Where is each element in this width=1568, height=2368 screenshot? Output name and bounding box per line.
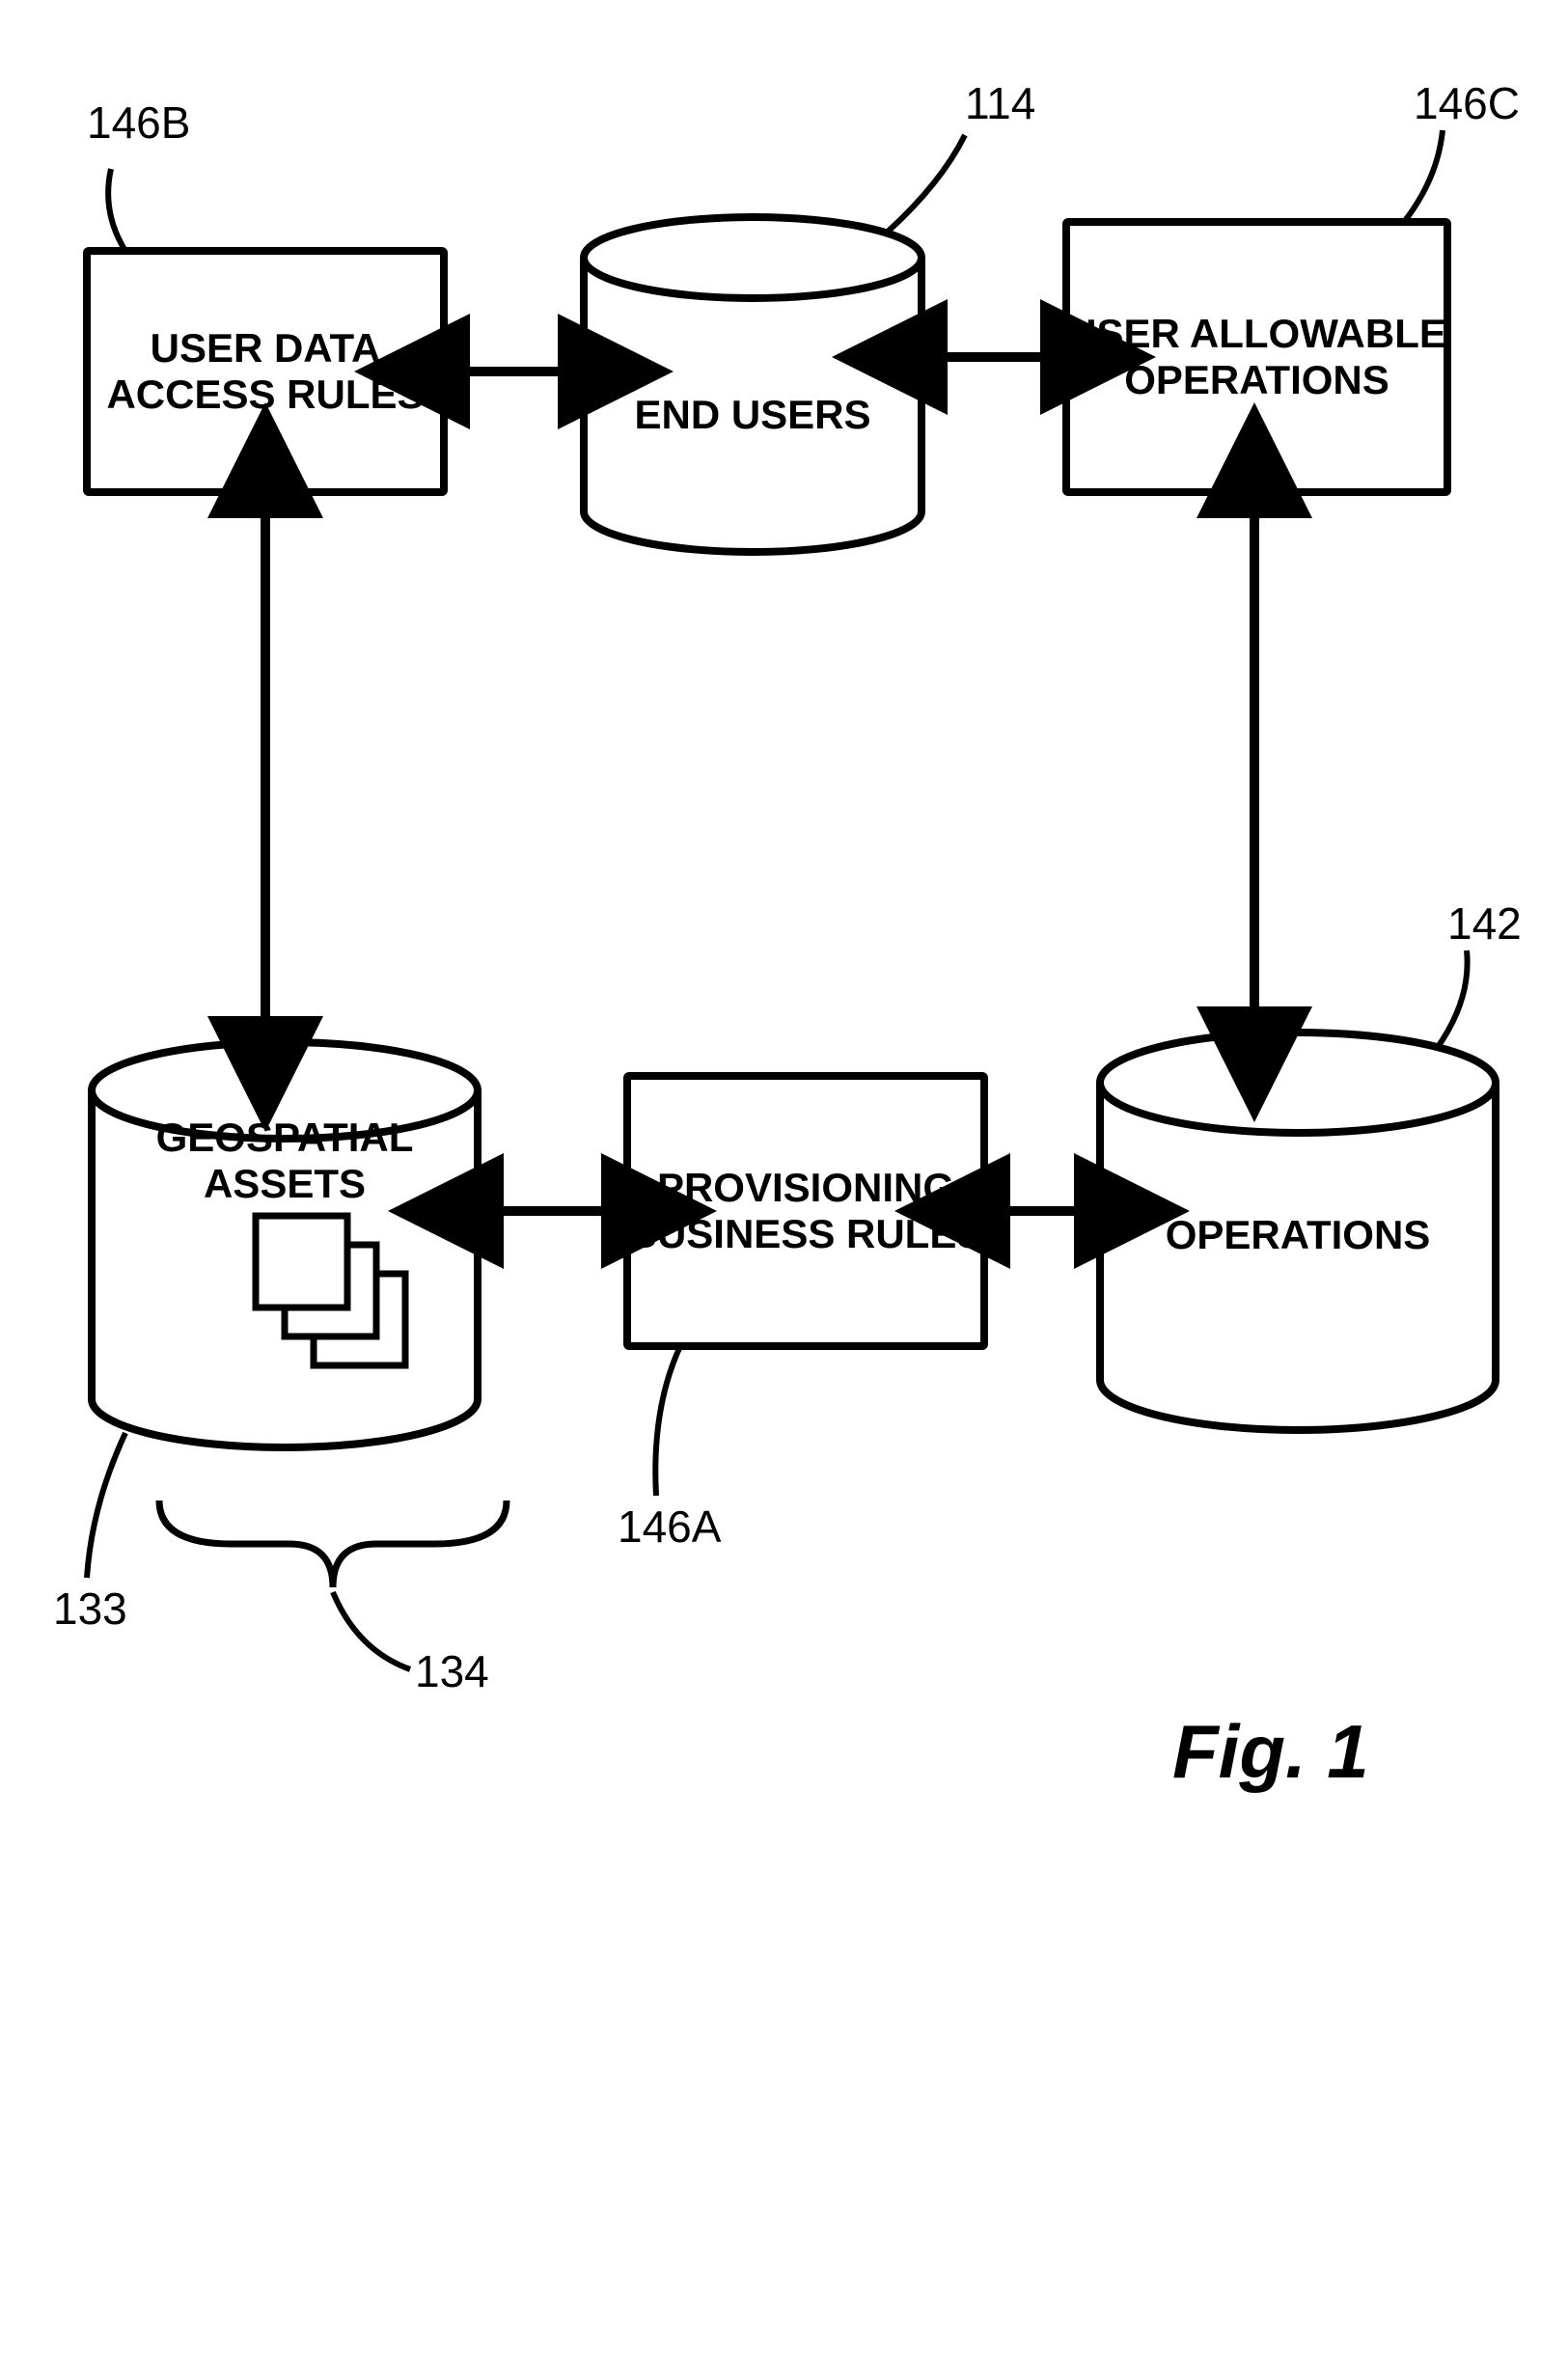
- ref-133: 133: [53, 1583, 127, 1635]
- label-user-data-access-rules: USER DATA ACCESS RULES: [87, 251, 444, 492]
- leader-134: [333, 1592, 410, 1669]
- ref-146a: 146A: [618, 1501, 721, 1553]
- figure-canvas: USER DATA ACCESS RULES END USERS USER AL…: [0, 0, 1568, 2368]
- label-operations: OPERATIONS: [1100, 1139, 1496, 1332]
- ref-146b: 146B: [87, 96, 190, 149]
- ref-142: 142: [1447, 897, 1522, 950]
- label-user-allowable-operations: USER ALLOWABLE OPERATIONS: [1066, 222, 1447, 492]
- label-end-users: END USERS: [584, 318, 922, 511]
- ref-134: 134: [415, 1645, 489, 1697]
- leader-146a: [655, 1346, 680, 1496]
- ref-146c: 146C: [1414, 77, 1520, 129]
- ref-114: 114: [965, 77, 1035, 129]
- leader-142: [1438, 950, 1468, 1047]
- leader-133: [87, 1433, 125, 1578]
- leader-114: [888, 135, 965, 232]
- brace-134: [159, 1501, 507, 1587]
- figure-caption: Fig. 1: [1172, 1708, 1369, 1796]
- node-geospatial-assets: [92, 1042, 478, 1447]
- label-geospatial-assets: GEOSPATIAL ASSETS: [92, 1115, 478, 1230]
- leader-146b: [108, 169, 125, 251]
- label-provisioning-business-rules: PROVISIONING BUSINESS RULES: [627, 1076, 984, 1346]
- leader-146c: [1404, 130, 1443, 222]
